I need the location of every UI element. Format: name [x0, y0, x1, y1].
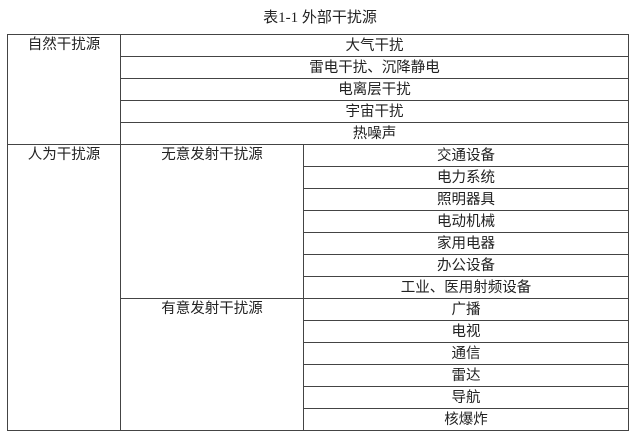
- unintentional-source-item: 办公设备: [303, 254, 629, 277]
- subcategory-unintentional: 无意发射干扰源: [120, 144, 304, 299]
- unintentional-source-item: 交通设备: [303, 144, 629, 167]
- unintentional-source-item: 照明器具: [303, 188, 629, 211]
- table-row: 工业、医用射频设备: [8, 276, 629, 299]
- table-row: 自然干扰源 大气干扰: [7, 34, 629, 145]
- intentional-source-item: 雷达: [303, 364, 629, 387]
- intentional-source-item: 导航: [303, 386, 629, 409]
- table-row: 电力系统: [8, 166, 629, 189]
- intentional-source-item: 核爆炸: [303, 408, 629, 431]
- subcategory-intentional: 有意发射干扰源: [120, 298, 304, 431]
- natural-source-item: 大气干扰: [120, 34, 629, 57]
- table-row: 雷达: [8, 364, 629, 387]
- intentional-source-item: 广播: [303, 298, 629, 321]
- category-human: 人为干扰源: [7, 144, 121, 431]
- table-row: 人为干扰源 无意发射干扰源 交通设备: [7, 144, 629, 431]
- table-row: 有意发射干扰源 广播: [8, 298, 629, 431]
- unintentional-source-item: 家用电器: [303, 232, 629, 255]
- natural-source-item: 热噪声: [120, 122, 629, 145]
- natural-source-item: 电离层干扰: [120, 78, 629, 101]
- intentional-source-item: 通信: [303, 342, 629, 365]
- table-row: 核爆炸: [8, 408, 629, 431]
- unintentional-source-item: 电动机械: [303, 210, 629, 233]
- natural-source-item: 宇宙干扰: [120, 100, 629, 123]
- table-row: 办公设备: [8, 254, 629, 277]
- unintentional-source-item: 电力系统: [303, 166, 629, 189]
- unintentional-source-item: 工业、医用射频设备: [303, 276, 629, 299]
- natural-source-item: 雷电干扰、沉降静电: [120, 56, 629, 79]
- table-caption: 表1-1 外部干扰源: [263, 10, 377, 26]
- category-natural: 自然干扰源: [7, 34, 121, 145]
- interference-sources-table: 自然干扰源 大气干扰 雷电干扰、沉降静电 电离层干扰 宇宙干扰 热噪声 人为干扰源 无意发射干…: [7, 34, 629, 431]
- intentional-source-item: 电视: [303, 320, 629, 343]
